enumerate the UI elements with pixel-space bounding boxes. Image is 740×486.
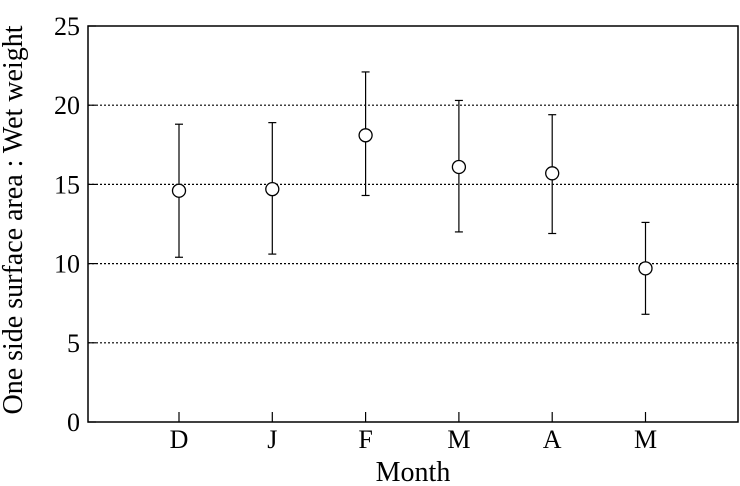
y-axis-ticks: 0 5 10 15 20 25 [54, 12, 96, 437]
data-marks [171, 71, 653, 315]
plot-frame [87, 25, 739, 423]
y-tick-label: 15 [54, 170, 80, 199]
x-tick-label: D [170, 425, 189, 454]
x-tick-label: F [358, 425, 372, 454]
y-tick-label: 0 [67, 408, 80, 437]
y-tick-label: 5 [67, 329, 80, 358]
y-tick-label: 10 [54, 250, 80, 279]
y-tick-label: 25 [54, 12, 80, 41]
x-tick-label: M [447, 425, 470, 454]
y-tick-label: 20 [54, 91, 80, 120]
data-point [638, 261, 653, 276]
x-tick-label: A [543, 425, 562, 454]
x-axis-label: Month [376, 457, 451, 486]
data-point [265, 182, 280, 197]
y-axis-label: One side surface area : Wet weight [0, 25, 29, 414]
x-tick-label: M [634, 425, 657, 454]
gridlines [88, 104, 738, 344]
data-point [451, 159, 467, 175]
data-point [545, 166, 560, 181]
data-point [358, 128, 373, 143]
x-tick-label: J [267, 425, 277, 454]
data-point [171, 183, 187, 198]
